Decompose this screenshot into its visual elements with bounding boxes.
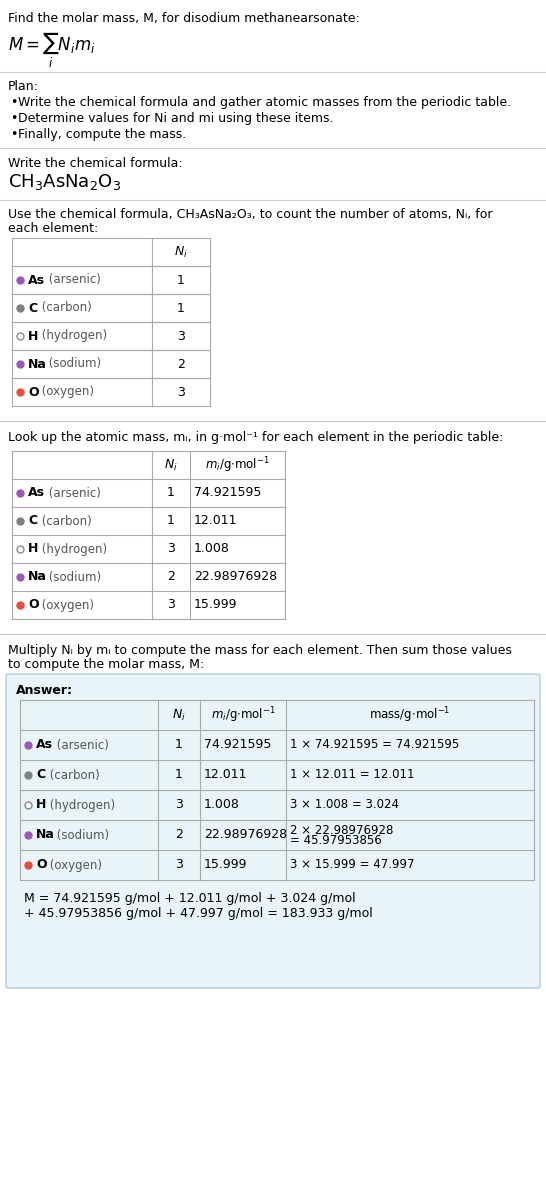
Text: •: • (10, 96, 17, 109)
Text: 3: 3 (175, 859, 183, 872)
Text: 3: 3 (167, 599, 175, 612)
Text: 3 × 15.999 = 47.997: 3 × 15.999 = 47.997 (290, 859, 414, 872)
Text: (arsenic): (arsenic) (53, 739, 109, 752)
Text: 1: 1 (175, 739, 183, 752)
Text: 2: 2 (175, 829, 183, 842)
Text: $M = \sum_i N_i m_i$: $M = \sum_i N_i m_i$ (8, 30, 96, 70)
Text: Finally, compute the mass.: Finally, compute the mass. (18, 128, 186, 141)
Text: to compute the molar mass, M:: to compute the molar mass, M: (8, 658, 204, 671)
Text: As: As (36, 739, 53, 752)
Text: 22.98976928: 22.98976928 (194, 570, 277, 584)
Text: Plan:: Plan: (8, 79, 39, 93)
Text: + 45.97953856 g/mol + 47.997 g/mol = 183.933 g/mol: + 45.97953856 g/mol + 47.997 g/mol = 183… (24, 907, 373, 920)
Text: 1 × 74.921595 = 74.921595: 1 × 74.921595 = 74.921595 (290, 739, 459, 752)
Text: O: O (28, 599, 39, 612)
Text: 15.999: 15.999 (204, 859, 247, 872)
Text: Determine values for Ni and mi using these items.: Determine values for Ni and mi using the… (18, 111, 334, 125)
Text: (hydrogen): (hydrogen) (39, 542, 108, 555)
Text: $m_i/\mathrm{g{\cdot}mol^{-1}}$: $m_i/\mathrm{g{\cdot}mol^{-1}}$ (211, 706, 275, 725)
Text: 1: 1 (167, 486, 175, 499)
Text: Na: Na (28, 570, 47, 584)
Text: C: C (28, 301, 37, 314)
Text: 1: 1 (175, 769, 183, 782)
Text: 2 × 22.98976928: 2 × 22.98976928 (290, 824, 393, 837)
Text: Write the chemical formula:: Write the chemical formula: (8, 157, 182, 170)
Text: (sodium): (sodium) (45, 570, 101, 584)
Text: 1: 1 (167, 515, 175, 528)
Text: C: C (36, 769, 45, 782)
Text: each element:: each element: (8, 222, 98, 235)
Text: H: H (36, 798, 46, 811)
FancyBboxPatch shape (6, 674, 540, 988)
Text: M = 74.921595 g/mol + 12.011 g/mol + 3.024 g/mol: M = 74.921595 g/mol + 12.011 g/mol + 3.0… (24, 892, 355, 905)
Text: H: H (28, 542, 38, 555)
Text: (sodium): (sodium) (45, 357, 101, 370)
Text: 3: 3 (177, 330, 185, 343)
Text: (carbon): (carbon) (39, 515, 92, 528)
Text: 1.008: 1.008 (194, 542, 230, 555)
Text: (hydrogen): (hydrogen) (46, 798, 116, 811)
Text: 1.008: 1.008 (204, 798, 240, 811)
Text: Write the chemical formula and gather atomic masses from the periodic table.: Write the chemical formula and gather at… (18, 96, 511, 109)
Text: (arsenic): (arsenic) (45, 274, 101, 287)
Text: •: • (10, 128, 17, 141)
Text: As: As (28, 486, 45, 499)
Text: $N_i$: $N_i$ (164, 458, 178, 472)
Text: O: O (36, 859, 46, 872)
Text: 3: 3 (177, 385, 185, 398)
Text: Use the chemical formula, CH₃AsNa₂O₃, to count the number of atoms, Nᵢ, for: Use the chemical formula, CH₃AsNa₂O₃, to… (8, 208, 492, 221)
Text: = 45.97953856: = 45.97953856 (290, 835, 382, 848)
Text: C: C (28, 515, 37, 528)
Text: $\mathrm{mass/g{\cdot}mol^{-1}}$: $\mathrm{mass/g{\cdot}mol^{-1}}$ (369, 706, 450, 725)
Text: Answer:: Answer: (16, 684, 73, 697)
Text: 3: 3 (167, 542, 175, 555)
Text: 74.921595: 74.921595 (194, 486, 262, 499)
Text: $N_i$: $N_i$ (174, 244, 188, 260)
Text: 15.999: 15.999 (194, 599, 238, 612)
Text: 12.011: 12.011 (204, 769, 247, 782)
Text: H: H (28, 330, 38, 343)
Text: (hydrogen): (hydrogen) (39, 330, 108, 343)
Text: 12.011: 12.011 (194, 515, 238, 528)
Text: 1 × 12.011 = 12.011: 1 × 12.011 = 12.011 (290, 769, 414, 782)
Text: (arsenic): (arsenic) (45, 486, 101, 499)
Text: 1: 1 (177, 274, 185, 287)
Text: $\mathrm{CH_3AsNa_2O_3}$: $\mathrm{CH_3AsNa_2O_3}$ (8, 172, 121, 192)
Text: Look up the atomic mass, mᵢ, in g·mol⁻¹ for each element in the periodic table:: Look up the atomic mass, mᵢ, in g·mol⁻¹ … (8, 431, 503, 444)
Text: Na: Na (28, 357, 47, 370)
Text: Find the molar mass, M, for disodium methanearsonate:: Find the molar mass, M, for disodium met… (8, 12, 360, 25)
Text: (carbon): (carbon) (39, 301, 92, 314)
Text: 2: 2 (177, 357, 185, 370)
Text: O: O (28, 385, 39, 398)
Text: Multiply Nᵢ by mᵢ to compute the mass for each element. Then sum those values: Multiply Nᵢ by mᵢ to compute the mass fo… (8, 644, 512, 657)
Text: •: • (10, 111, 17, 125)
Text: (oxygen): (oxygen) (39, 599, 94, 612)
Text: 1: 1 (177, 301, 185, 314)
Text: 3: 3 (175, 798, 183, 811)
Text: 74.921595: 74.921595 (204, 739, 271, 752)
Text: 3 × 1.008 = 3.024: 3 × 1.008 = 3.024 (290, 798, 399, 811)
Text: (carbon): (carbon) (46, 769, 100, 782)
Text: As: As (28, 274, 45, 287)
Text: (oxygen): (oxygen) (39, 385, 94, 398)
Text: (sodium): (sodium) (53, 829, 109, 842)
Text: $N_i$: $N_i$ (172, 708, 186, 722)
Text: 2: 2 (167, 570, 175, 584)
Text: 22.98976928: 22.98976928 (204, 829, 287, 842)
Text: Na: Na (36, 829, 55, 842)
Text: $m_i/\mathrm{g{\cdot}mol^{-1}}$: $m_i/\mathrm{g{\cdot}mol^{-1}}$ (205, 455, 270, 474)
Text: (oxygen): (oxygen) (46, 859, 103, 872)
